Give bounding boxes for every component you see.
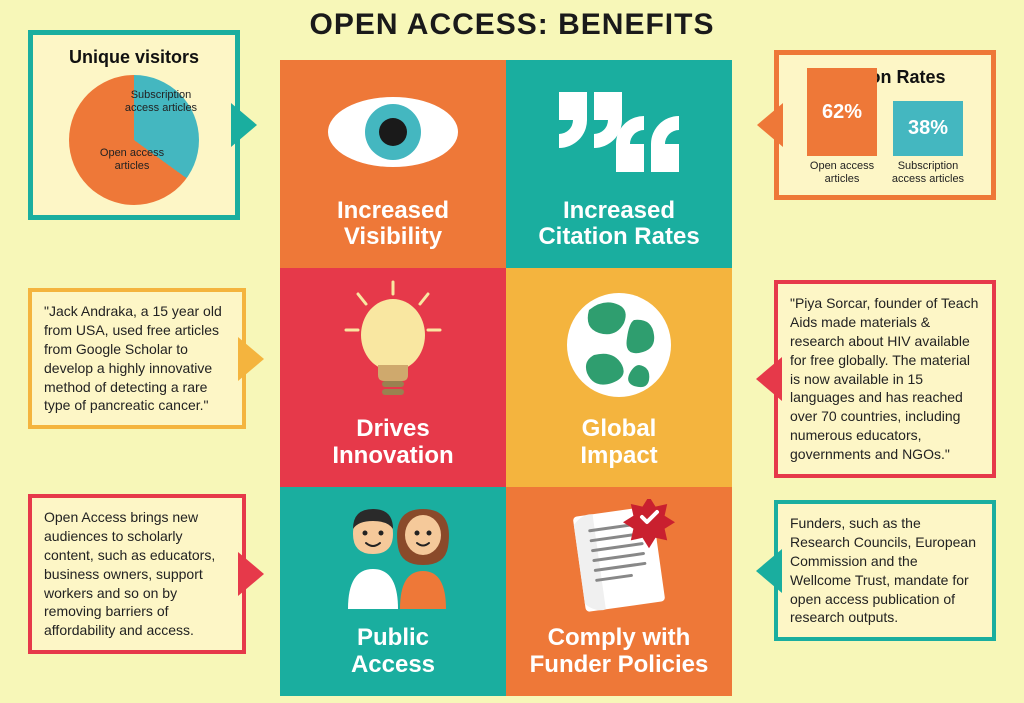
callout-innovation-story: "Jack Andraka, a 15 year old from USA, u… [28, 288, 246, 429]
bar-open-access: 62% Open access articles [801, 68, 883, 185]
benefits-grid: Increased Visibility Increased Citation … [280, 60, 732, 696]
eye-icon [288, 72, 498, 192]
policy-icon [514, 499, 724, 619]
callout-citation-rates: Citation Rates 62% Open access articles … [774, 50, 996, 200]
callout-global-story: "Piya Sorcar, founder of Teach Aids made… [774, 280, 996, 478]
bar-value: 62% [822, 99, 862, 126]
people-icon [288, 499, 498, 619]
bulb-icon [288, 280, 498, 410]
tile-innovation: Drives Innovation [280, 268, 506, 487]
callout-unique-visitors: Unique visitors Subscription access arti… [28, 30, 240, 220]
tile-global: Global Impact [506, 268, 732, 487]
pie-slice-label: Subscription access articles [121, 89, 201, 114]
bar: 62% [807, 68, 877, 156]
tile-label: Comply with Funder Policies [530, 625, 709, 678]
tile-label: Drives Innovation [332, 416, 453, 469]
tile-citation: Increased Citation Rates [506, 60, 732, 268]
quotes-icon [514, 72, 724, 192]
tile-policy: Comply with Funder Policies [506, 487, 732, 696]
callout-public-access: Open Access brings new audiences to scho… [28, 494, 246, 654]
pie-chart: Subscription access articles Open access … [69, 75, 199, 205]
bar: 38% [893, 101, 963, 156]
bar-label: Open access articles [801, 160, 883, 185]
globe-icon [514, 280, 724, 410]
callout-text: Open Access brings new audiences to scho… [44, 509, 215, 638]
bar-subscription: 38% Subscription access articles [887, 101, 969, 185]
bar-chart: 62% Open access articles 38% Subscriptio… [791, 95, 979, 185]
pie-slice-label: Open access articles [87, 147, 177, 172]
tile-label: Public Access [351, 625, 435, 678]
bar-value: 38% [908, 115, 948, 142]
tile-label: Increased Citation Rates [538, 198, 699, 251]
callout-title: Unique visitors [45, 45, 223, 69]
bar-label: Subscription access articles [887, 160, 969, 185]
callout-text: "Jack Andraka, a 15 year old from USA, u… [44, 303, 222, 413]
tile-public: Public Access [280, 487, 506, 696]
tile-label: Global Impact [580, 416, 657, 469]
callout-text: "Piya Sorcar, founder of Teach Aids made… [790, 295, 978, 462]
callout-text: Funders, such as the Research Councils, … [790, 515, 976, 625]
callout-funder-policies: Funders, such as the Research Councils, … [774, 500, 996, 641]
tile-label: Increased Visibility [337, 198, 449, 251]
tile-visibility: Increased Visibility [280, 60, 506, 268]
